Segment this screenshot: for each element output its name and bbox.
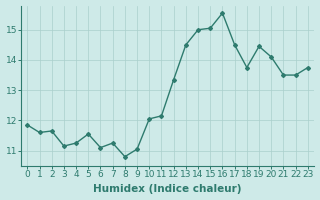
X-axis label: Humidex (Indice chaleur): Humidex (Indice chaleur) bbox=[93, 184, 242, 194]
